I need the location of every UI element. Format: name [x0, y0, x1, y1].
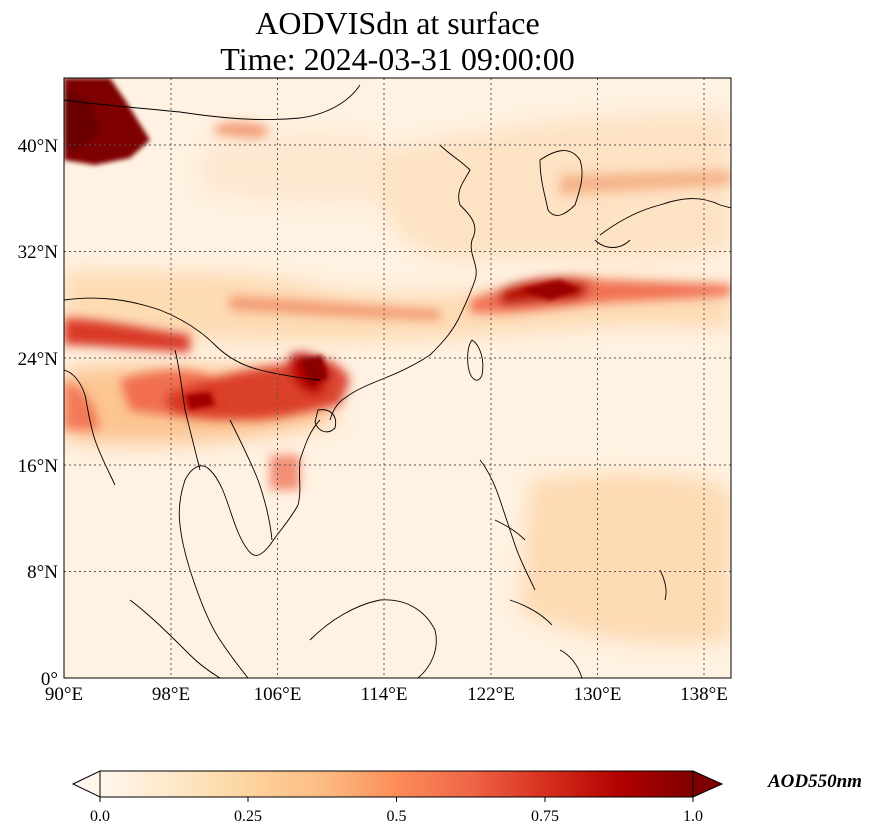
lon-tick-label: 98°E: [152, 684, 190, 705]
colorbar-tick-label: 0.75: [531, 808, 559, 825]
lon-tick-label: 106°E: [254, 684, 302, 705]
lat-tick-label: 32°N: [18, 242, 59, 263]
lat-tick-label: 40°N: [18, 136, 59, 157]
colorbar-tick-label: 0.5: [387, 808, 407, 825]
gridlines: [64, 78, 731, 678]
aod-field: [64, 78, 731, 678]
map-title-line-2: Time: 2024-03-31 09:00:00: [220, 41, 575, 77]
lon-tick-label: 90°E: [45, 684, 83, 705]
longitude-tick-labels: 90°E 98°E 106°E 114°E 122°E 130°E 138°E: [45, 684, 728, 705]
lat-tick-label: 24°N: [18, 349, 59, 370]
lon-tick-label: 122°E: [467, 684, 515, 705]
lon-tick-label: 130°E: [574, 684, 622, 705]
lat-tick-label: 0°: [41, 669, 58, 690]
latitude-tick-labels: 0° 8°N 16°N 24°N 32°N 40°N: [18, 136, 59, 690]
colorbar-tick-label: 0.0: [90, 808, 110, 825]
colorbar: 0.0 0.25 0.5 0.75 1.0 AOD550nm: [71, 770, 862, 825]
colorbar-extend-min: [71, 770, 101, 798]
coastlines: [64, 84, 731, 678]
lon-tick-label: 138°E: [680, 684, 728, 705]
colorbar-extend-max: [692, 770, 724, 798]
map-title-line-1: AODVISdn at surface: [255, 5, 540, 41]
colorbar-tick-label: 1.0: [683, 808, 703, 825]
lon-tick-label: 114°E: [361, 684, 408, 705]
lat-tick-label: 8°N: [27, 562, 58, 583]
colorbar-unit-label: AOD550nm: [767, 771, 862, 792]
colorbar-tick-label: 0.25: [234, 808, 262, 825]
map-frame: [63, 77, 732, 679]
lat-tick-label: 16°N: [18, 456, 59, 477]
colorbar-bar: [99, 770, 694, 798]
